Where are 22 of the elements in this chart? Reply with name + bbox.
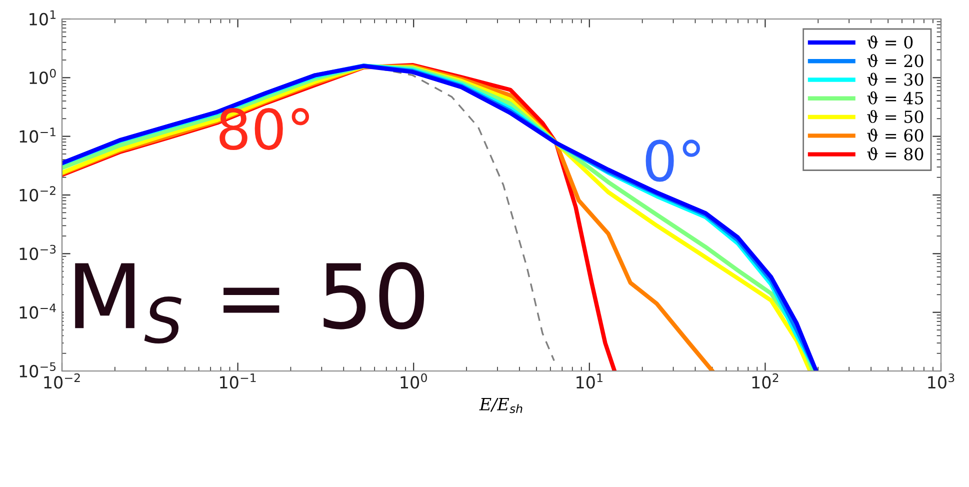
y-tick-label: 10$^{1}$ (30, 10, 56, 26)
legend-label: ϑ = 80 (867, 147, 924, 160)
annotation: M$_{S}$ = 50 (75, 262, 424, 344)
x-tick-label: 10$^{0}$ (400, 373, 427, 389)
x-tick-label: 10$^{2}$ (752, 373, 778, 389)
legend-label: ϑ = 20 (867, 54, 924, 68)
y-tick-label: 10$^{−3}$ (20, 244, 56, 260)
x-axis-title: E/E$_{sh}$ (479, 398, 522, 414)
legend-label: ϑ = 30 (867, 72, 924, 86)
annotation: 0° (646, 140, 700, 182)
legend-label: ϑ = 50 (867, 110, 924, 124)
legend-label: ϑ = 60 (867, 128, 924, 142)
legend-label: ϑ = 0 (867, 35, 913, 49)
y-tick-label: 10$^{−2}$ (20, 186, 56, 202)
x-tick-label: 10$^{−1}$ (220, 374, 256, 389)
x-tick-label: 10$^{1}$ (576, 374, 602, 389)
y-tick-label: 10$^{−4}$ (20, 304, 56, 319)
y-tick-label: 10$^{0}$ (30, 68, 56, 84)
legend-label: ϑ = 45 (867, 91, 924, 104)
x-tick-label: 10$^{3}$ (928, 373, 954, 389)
y-tick-label: 10$^{−1}$ (20, 128, 56, 143)
annotation: 80° (220, 108, 310, 150)
